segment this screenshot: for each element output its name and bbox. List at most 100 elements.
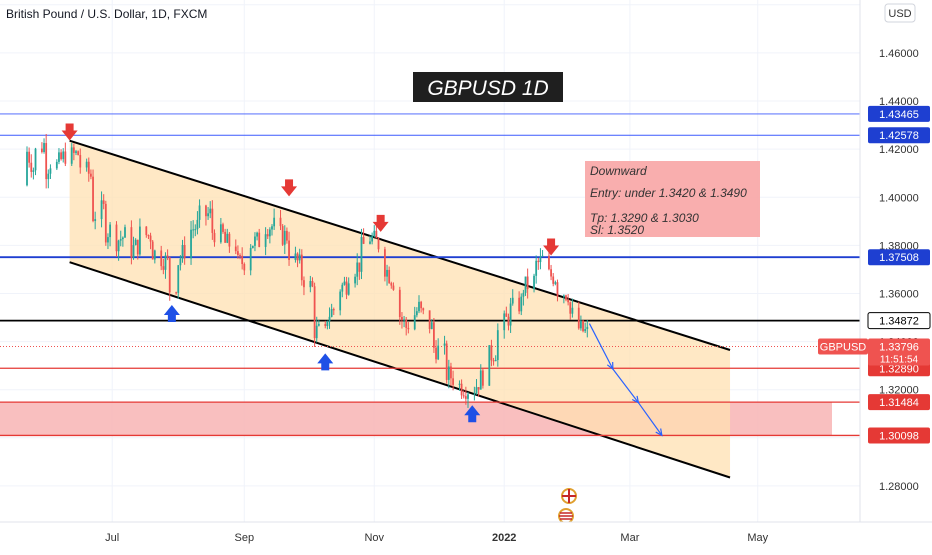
candle-body bbox=[388, 269, 391, 284]
candle-body bbox=[43, 143, 45, 152]
candle-body bbox=[384, 249, 386, 277]
candle-body bbox=[505, 313, 508, 317]
annotation-line: Entry: under 1.3420 & 1.3490 bbox=[590, 186, 747, 200]
candle-body bbox=[209, 208, 212, 214]
candle-body bbox=[241, 255, 244, 264]
candle-body bbox=[30, 162, 33, 172]
candle-body bbox=[124, 227, 126, 238]
price-label-box bbox=[868, 427, 930, 444]
candle-body bbox=[418, 301, 420, 312]
candle-body bbox=[473, 393, 476, 395]
candle-body bbox=[153, 250, 156, 260]
candle-body bbox=[87, 161, 90, 174]
annotation-box bbox=[585, 161, 760, 237]
candle-body bbox=[586, 326, 589, 329]
candle-body bbox=[433, 322, 435, 348]
x-tick-label: Mar bbox=[620, 532, 639, 544]
candle-body bbox=[109, 224, 111, 238]
candle-body bbox=[533, 275, 535, 290]
candle-body bbox=[315, 325, 318, 339]
candle-body bbox=[196, 219, 199, 230]
up-arrow-marker bbox=[163, 304, 180, 322]
candle-body bbox=[401, 317, 403, 320]
candle-body bbox=[62, 151, 65, 160]
candle-body bbox=[162, 266, 165, 270]
price-label: 1.34872 bbox=[879, 316, 919, 328]
candle-body bbox=[377, 238, 380, 250]
forecast-segment bbox=[637, 402, 663, 436]
candle-body bbox=[92, 176, 94, 221]
candle-body bbox=[556, 282, 559, 297]
candle-body bbox=[571, 307, 574, 314]
candle-body bbox=[386, 269, 388, 277]
candle-body bbox=[168, 257, 171, 293]
candle-body bbox=[492, 360, 495, 362]
candle-body bbox=[373, 230, 376, 237]
down-arrow-marker bbox=[61, 123, 78, 141]
candle-body bbox=[281, 226, 284, 245]
price-axis bbox=[860, 0, 932, 550]
candle-body bbox=[300, 254, 303, 281]
candle-body bbox=[580, 320, 582, 329]
candle-body bbox=[582, 320, 584, 332]
candle-body bbox=[464, 396, 467, 399]
y-tick-label: 1.32000 bbox=[879, 385, 919, 397]
candle-body bbox=[477, 387, 480, 390]
candle-body bbox=[77, 151, 80, 156]
candle-body bbox=[347, 283, 350, 295]
candle-body bbox=[398, 289, 401, 318]
candle-body bbox=[179, 258, 182, 266]
candle-body bbox=[490, 345, 493, 361]
candle-body bbox=[34, 148, 37, 171]
candle-body bbox=[369, 241, 371, 244]
candle-body bbox=[326, 321, 329, 326]
candle-body bbox=[341, 284, 344, 292]
up-arrow-marker bbox=[464, 405, 481, 423]
candle-body bbox=[541, 255, 544, 257]
candle-body bbox=[518, 297, 521, 312]
candle-body bbox=[160, 250, 163, 267]
forecast-arrowhead bbox=[655, 428, 663, 437]
candle-body bbox=[330, 309, 333, 317]
candle-body bbox=[64, 151, 67, 164]
candle-body bbox=[339, 291, 342, 311]
candle-body bbox=[151, 241, 154, 260]
price-label-box bbox=[868, 394, 930, 411]
candle-body bbox=[26, 151, 28, 186]
candle-body bbox=[251, 245, 254, 248]
candle-body bbox=[288, 240, 290, 260]
candle-body bbox=[550, 269, 552, 277]
candle-body bbox=[119, 239, 122, 241]
y-tick-label: 1.42000 bbox=[879, 144, 919, 156]
price-label-box bbox=[868, 127, 930, 144]
candle-body bbox=[298, 254, 301, 261]
candle-body bbox=[443, 343, 446, 346]
candle-body bbox=[437, 345, 440, 360]
candle-body bbox=[405, 319, 408, 328]
candle-body bbox=[494, 360, 497, 362]
candle-body bbox=[72, 147, 75, 153]
candle-body bbox=[496, 330, 499, 361]
up-arrow-marker bbox=[317, 353, 334, 371]
candle-body bbox=[537, 260, 540, 263]
us-flag-stripes bbox=[559, 512, 573, 520]
candle-body bbox=[332, 309, 335, 311]
candle-body bbox=[85, 161, 88, 168]
countdown-label: 11:51:54 bbox=[880, 354, 919, 365]
x-tick-label: Nov bbox=[364, 532, 384, 544]
down-arrow-marker bbox=[372, 214, 389, 232]
candle-body bbox=[479, 370, 482, 390]
candle-body bbox=[324, 324, 327, 326]
candle-body bbox=[413, 315, 416, 330]
channel-upper-line bbox=[69, 139, 731, 351]
channel-lower-line bbox=[69, 261, 731, 479]
candle-body bbox=[136, 239, 139, 255]
y-tick-label: 1.28000 bbox=[879, 481, 919, 493]
candle-body bbox=[286, 230, 288, 241]
candle-body bbox=[584, 328, 587, 332]
candle-body bbox=[371, 236, 374, 242]
price-label: 1.37508 bbox=[879, 252, 919, 264]
candle-body bbox=[115, 224, 118, 252]
ticker-badge bbox=[818, 338, 868, 355]
candle-body bbox=[177, 265, 180, 293]
